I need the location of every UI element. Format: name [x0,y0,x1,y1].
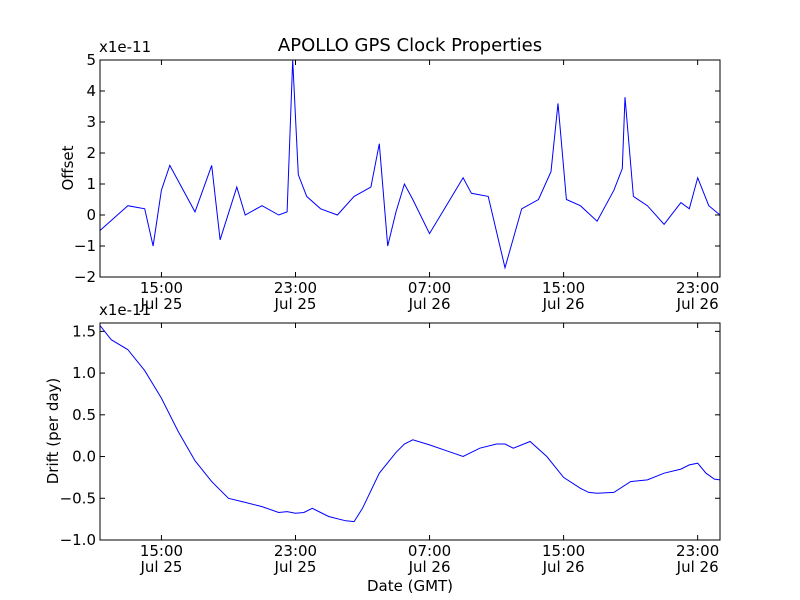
offset-axes-frame [99,59,721,278]
drift-xtick-label-time: 15:00 [140,542,183,560]
drift-xtick-label-date: Jul 25 [274,558,317,576]
offset-scale-label: x1e-11 [99,38,151,56]
drift-ytick-label: −1.0 [60,531,96,549]
offset-xtick-label-time: 15:00 [542,279,585,297]
offset-ylabel: Offset [59,145,77,190]
drift-xtick-label-date: Jul 25 [139,558,182,576]
drift-xtick-label-time: 23:00 [274,542,317,560]
offset-ytick-label: 4 [86,82,96,100]
x-axis-label: Date (GMT) [367,577,453,595]
drift-scale-label: x1e-11 [99,301,151,319]
offset-xtick-label-date: Jul 25 [274,295,317,313]
figure-title: APOLLO GPS Clock Properties [278,35,542,56]
offset-ytick-label: −1 [74,237,96,255]
offset-ytick-label: 5 [86,51,96,69]
drift-xtick-label-time: 15:00 [542,542,585,560]
offset-xtick-label-date: Jul 26 [542,295,585,313]
drift-ytick-label: 1.5 [72,322,96,340]
offset-xtick-label-time: 23:00 [676,279,719,297]
offset-xtick-label-time: 23:00 [274,279,317,297]
drift-xtick-label-date: Jul 26 [542,558,585,576]
offset-xtick-label-date: Jul 25 [139,295,182,313]
drift-series [99,325,721,523]
drift-xtick-label-time: 23:00 [676,542,719,560]
offset-ytick-label: 1 [86,175,96,193]
drift-xtick-label-date: Jul 26 [408,558,451,576]
offset-ytick-label: −2 [74,268,96,286]
drift-xtick-label-date: Jul 26 [676,558,719,576]
drift-axes-frame [99,322,721,541]
offset-ytick-label: 0 [86,206,96,224]
offset-ytick-label: 3 [86,113,96,131]
drift-series-line [99,325,721,523]
offset-xtick-label-time: 07:00 [408,279,451,297]
offset-series [99,59,721,270]
offset-ytick-label: 2 [86,144,96,162]
drift-ytick-label: 0.0 [72,448,96,466]
offset-series-line [99,59,721,270]
offset-xtick-label-date: Jul 26 [676,295,719,313]
drift-ytick-label: 0.5 [72,406,96,424]
drift-ylabel: Drift (per day) [44,378,62,485]
offset-xtick-label-time: 15:00 [140,279,183,297]
drift-xtick-label-time: 07:00 [408,542,451,560]
drift-ytick-label: 1.0 [72,364,96,382]
offset-xtick-label-date: Jul 26 [408,295,451,313]
drift-ytick-label: −0.5 [60,489,96,507]
